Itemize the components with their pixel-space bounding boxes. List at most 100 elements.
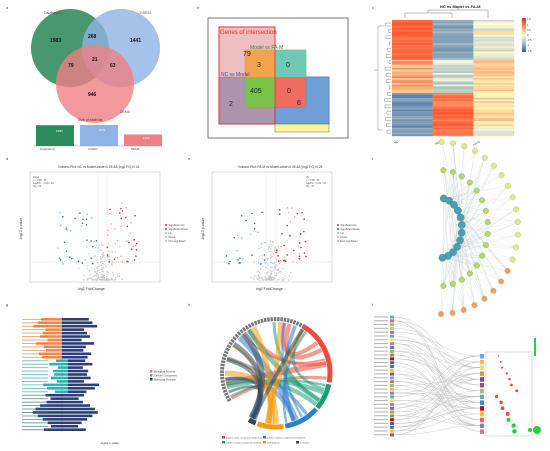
- go-term-label: [22, 353, 48, 355]
- venn-value: 946: [88, 92, 97, 98]
- volcano-title: Volcano Plot: FA-M vs Model-value<0.05 &…: [238, 165, 323, 169]
- heatmap-cell: [432, 87, 474, 90]
- sankey-link: [393, 335, 481, 386]
- point-nonsig: [112, 279, 115, 281]
- heatmap-cell: [473, 102, 515, 105]
- edge: [460, 190, 477, 218]
- heatmap-cell: [432, 68, 474, 70]
- chord-gene-segment: [222, 353, 228, 358]
- heatmap-cell: [432, 92, 474, 95]
- point-nonsig: [101, 275, 103, 277]
- point-nonsig: [94, 246, 97, 249]
- point-nonsig: [256, 278, 259, 280]
- heatmap-cell: [432, 97, 474, 100]
- node-mid: [449, 169, 456, 176]
- legend-tick: -0.5: [527, 38, 532, 42]
- point-nonsig: [260, 246, 263, 248]
- point-nonsig: [112, 262, 114, 264]
- point-down: [65, 228, 67, 230]
- heatmap-cell: [432, 39, 474, 42]
- point-nonsig: [267, 248, 270, 250]
- heatmap-cell: [392, 102, 433, 105]
- gene-node: [390, 391, 394, 395]
- point-nonsig: [253, 277, 255, 279]
- chord-gene-segment: [220, 379, 225, 383]
- chord-term-arc: [256, 421, 284, 430]
- point-up: [125, 216, 127, 219]
- edge: [453, 182, 470, 205]
- heatmap-cell: [432, 61, 474, 64]
- point-nonsig: [102, 274, 105, 276]
- point-nonsig: [288, 275, 290, 278]
- stats-line: Sig : 37: [306, 185, 315, 188]
- heatmap-cell: [473, 33, 515, 36]
- point-down: [90, 217, 93, 219]
- point-nonsig: [95, 272, 97, 274]
- go-bar: [36, 342, 62, 345]
- sankey-link: [393, 354, 481, 421]
- sankey-link: [393, 385, 481, 426]
- gene-node: [390, 399, 394, 403]
- heatmap-cell: [392, 73, 433, 75]
- stats-line: p < 0.05 : 52: [306, 179, 320, 182]
- go-term-label: [22, 425, 48, 427]
- point-nonsig: [107, 242, 110, 245]
- sankey-link: [393, 425, 481, 436]
- panel-i: i: [372, 302, 541, 437]
- legend-swatch: [150, 378, 153, 381]
- heatmap-cell: [473, 78, 515, 80]
- go-term-label: [22, 325, 48, 327]
- heatmap-cell: [392, 84, 433, 87]
- heatmap-cell: [473, 74, 515, 77]
- go-bar: [58, 366, 68, 369]
- go-bar: [46, 400, 62, 404]
- dotplot-point: [501, 366, 504, 369]
- legend-entry: Significant Down: [341, 227, 361, 231]
- heatmap-cell: [432, 106, 474, 109]
- heatmap-cell: [432, 102, 474, 105]
- gene-node: [390, 376, 394, 380]
- heatmap-cell: [392, 132, 433, 135]
- point-up: [133, 239, 136, 241]
- point-nonsig: [273, 268, 275, 270]
- go-bar-secondary: [68, 380, 84, 383]
- heatmap-cell: [432, 78, 474, 80]
- heatmap-col-label: FA-M: [473, 140, 482, 147]
- dotplot-point: [505, 412, 510, 416]
- go-bar: [37, 414, 62, 418]
- point-down: [84, 258, 86, 261]
- go-bar: [46, 349, 62, 352]
- dotplot-point: [515, 389, 519, 393]
- node-hub: [454, 206, 462, 215]
- point-up: [280, 259, 282, 262]
- volcano-points: [225, 207, 307, 281]
- edge: [459, 240, 485, 299]
- point-nonsig: [257, 274, 259, 277]
- heatmap-cell: [432, 132, 474, 135]
- point-nonsig: [269, 261, 272, 264]
- go-bar: [42, 331, 62, 335]
- heatmap-cell: [473, 119, 515, 122]
- heatmap-cell: [392, 36, 433, 39]
- legend-entry: Up: [169, 231, 173, 235]
- point-down: [92, 245, 94, 248]
- heatmap-cell: [473, 87, 515, 90]
- heatmap-cell: [473, 56, 515, 59]
- point-nonsig: [277, 245, 279, 248]
- venn-label-gse92: GSE92: [140, 11, 151, 15]
- point-up: [302, 230, 305, 233]
- go-term-label: [22, 405, 48, 407]
- volcano-plot-area: [29, 171, 161, 283]
- point-down: [65, 250, 68, 252]
- point-nonsig: [96, 269, 99, 272]
- point-up: [298, 252, 300, 255]
- set-label-nc-vs-model: NC vs Model: [221, 72, 250, 78]
- heatmap-cell: [432, 49, 474, 52]
- chord-gene-segment: [298, 322, 303, 328]
- dotplot-point: [508, 377, 511, 381]
- node-outer: [471, 302, 478, 309]
- point-up: [125, 240, 128, 242]
- heatmap-cell: [392, 74, 433, 77]
- stats-line: log2FC < -0.26 : 29: [33, 182, 54, 185]
- heatmap-cell: [392, 48, 433, 51]
